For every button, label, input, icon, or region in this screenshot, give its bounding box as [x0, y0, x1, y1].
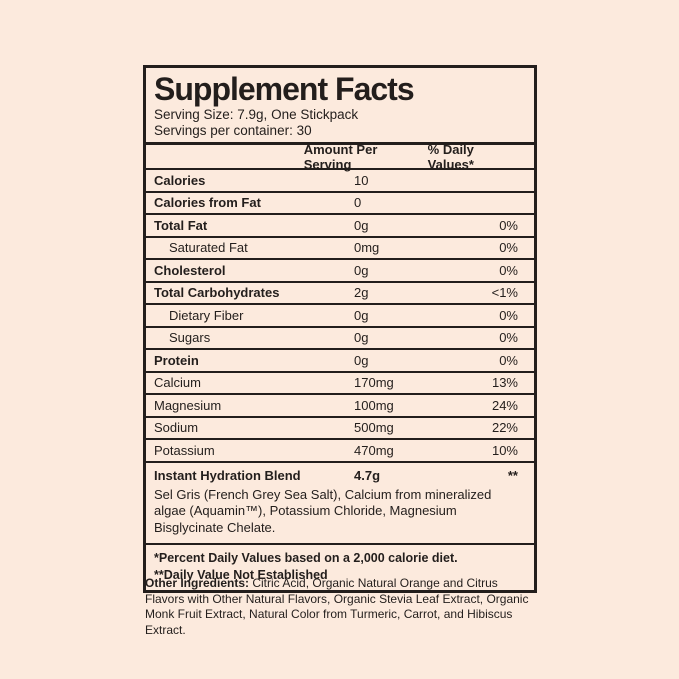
nutrient-name: Total Carbohydrates: [154, 285, 280, 301]
nutrient-name: Sugars: [169, 330, 211, 346]
nutrient-daily-value: 24%: [491, 397, 518, 413]
amount-column-header: Amount Per Serving: [303, 141, 378, 172]
nutrient-amount: 170mg: [354, 375, 394, 391]
nutrient-name: Dietary Fiber: [169, 307, 244, 323]
nutrient-name: Calories: [154, 172, 206, 188]
nutrient-name: Protein: [154, 352, 199, 368]
nutrient-name: Cholesterol: [154, 262, 226, 278]
nutrient-daily-value: 22%: [491, 420, 518, 436]
nutrient-amount: 0g: [354, 262, 369, 278]
nutrient-daily-value: 0%: [499, 262, 518, 278]
label-title: Supplement Facts: [154, 71, 415, 107]
panel-header: Supplement Facts Serving Size: 7.9g, One…: [146, 68, 534, 145]
nutrient-name: Magnesium: [154, 397, 222, 413]
footnotes-section: *Percent Daily Values based on a 2,000 c…: [146, 543, 534, 590]
table-row-potassium: Potassium 470mg 10%: [146, 440, 534, 463]
nutrient-daily-value: 0%: [499, 330, 518, 346]
nutrient-amount: 10: [354, 172, 369, 188]
nutrient-name: Potassium: [154, 442, 215, 458]
other-ingredients: Other Ingredients: Citric Acid, Organic …: [145, 576, 537, 638]
nutrient-amount: 0: [354, 195, 362, 211]
table-row-protein: Protein 0g 0%: [146, 350, 534, 373]
column-header-row: Amount Per Serving % Daily Values*: [146, 141, 534, 172]
nutrient-amount: 0g: [354, 352, 369, 368]
nutrient-name: Calories from Fat: [154, 195, 261, 211]
footnote-percent-daily-values: *Percent Daily Values based on a 2,000 c…: [154, 551, 458, 565]
table-row-total-fat: Total Fat 0g 0%: [146, 215, 534, 238]
nutrient-amount: 0g: [354, 217, 369, 233]
table-row-magnesium: Magnesium 100mg 24%: [146, 395, 534, 418]
footnote-daily-value-not-established: **Daily Value Not Established: [154, 567, 328, 582]
nutrient-amount: 470mg: [354, 442, 394, 458]
table-row-sodium: Sodium 500mg 22%: [146, 418, 534, 440]
table-row-cholesterol: Cholesterol 0g 0%: [146, 260, 534, 283]
nutrient-daily-value: 10%: [491, 442, 518, 458]
table-row-sugars: Sugars 0g 0%: [146, 328, 534, 350]
nutrient-daily-value: 13%: [491, 375, 518, 391]
servings-per-container: Servings per container: 30: [154, 122, 312, 138]
nutrient-name: Sodium: [154, 420, 199, 436]
nutrient-name: Total Fat: [154, 217, 208, 233]
other-ingredients-label: Other Ingredients:: [145, 576, 250, 590]
supplement-facts-panel: Supplement Facts Serving Size: 7.9g, One…: [143, 65, 537, 593]
nutrient-name: Calcium: [154, 375, 201, 391]
nutrient-amount: 2g: [354, 285, 369, 301]
nutrient-daily-value: 0%: [499, 307, 518, 323]
daily-value-column-header: % Daily Values*: [427, 141, 474, 172]
table-row-dietary-fiber: Dietary Fiber 0g 0%: [146, 305, 534, 328]
nutrient-daily-value: 0%: [499, 217, 518, 233]
blend-header-row: Instant Hydration Blend 4.7g **: [146, 463, 534, 486]
nutrient-amount: 500mg: [354, 420, 394, 436]
table-row-calories: Calories 10: [146, 170, 534, 193]
table-row-calcium: Calcium 170mg 13%: [146, 373, 534, 395]
nutrient-amount: 100mg: [354, 397, 394, 413]
nutrient-amount: 0mg: [354, 240, 380, 256]
nutrient-amount: 0g: [354, 330, 369, 346]
blend-description: Sel Gris (French Grey Sea Salt), Calcium…: [154, 486, 492, 535]
nutrient-daily-value: <1%: [491, 285, 518, 301]
nutrient-amount: 0g: [354, 307, 369, 323]
serving-size: Serving Size: 7.9g, One Stickpack: [154, 107, 359, 122]
other-ingredients-text: Citric Acid, Organic Natural Orange and …: [145, 576, 529, 637]
nutrient-daily-value: 0%: [499, 240, 518, 256]
table-row-calories-from-fat: Calories from Fat 0: [146, 193, 534, 215]
blend-name: Instant Hydration Blend: [154, 467, 301, 483]
nutrient-name: Saturated Fat: [169, 240, 248, 256]
nutrient-daily-value: 0%: [499, 352, 518, 368]
table-row-total-carbohydrates: Total Carbohydrates 2g <1%: [146, 283, 534, 305]
blend-amount: 4.7g: [354, 467, 381, 483]
table-row-saturated-fat: Saturated Fat 0mg 0%: [146, 238, 534, 260]
blend-daily-value: **: [507, 467, 518, 483]
